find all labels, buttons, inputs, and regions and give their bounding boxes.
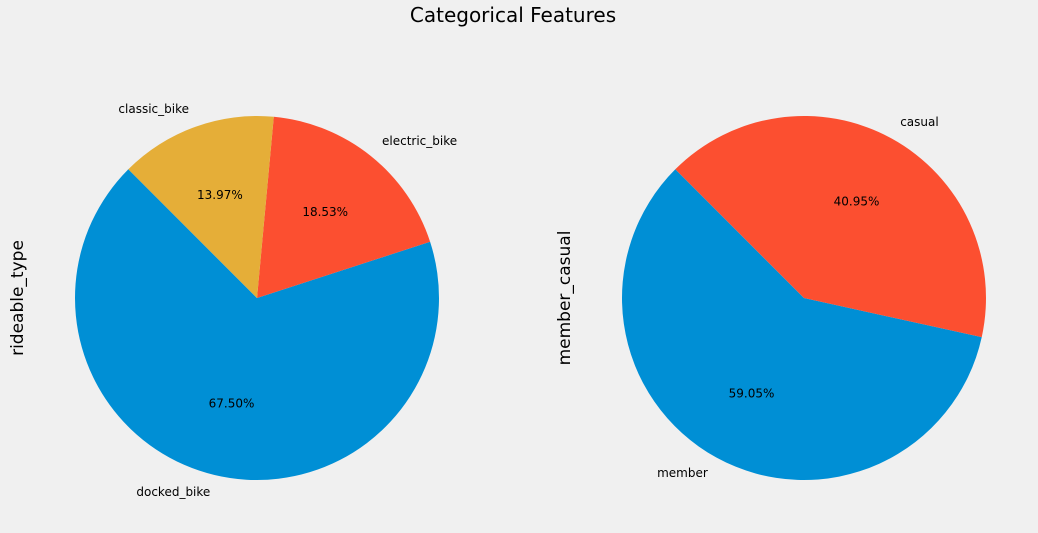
slice-label-member: member — [657, 466, 708, 480]
pie-chart-rideable-type: rideable_type docked_bike 67.50% electric_… — [8, 102, 457, 499]
slice-percent-member: 59.05% — [729, 386, 775, 400]
y-axis-label: rideable_type — [8, 240, 28, 356]
slice-label-casual: casual — [900, 115, 939, 129]
slice-label-electric-bike: electric_bike — [382, 134, 457, 148]
chart-title: Categorical Features — [410, 3, 616, 27]
pie-slice-docked-bike — [74, 169, 439, 481]
slice-percent-electric-bike: 18.53% — [302, 205, 348, 219]
pie-slice-electric-bike — [257, 116, 431, 298]
slice-label-docked-bike: docked_bike — [136, 485, 210, 499]
slice-percent-docked-bike: 67.50% — [209, 397, 255, 411]
y-axis-label: member_casual — [555, 231, 575, 366]
slice-percent-casual: 40.95% — [834, 195, 880, 209]
slice-label-classic-bike: classic_bike — [118, 102, 189, 116]
pie-chart-member-casual: member_casual member 59.05% casual 40.95% — [555, 115, 986, 480]
pie-slice-member — [621, 169, 982, 481]
slice-percent-classic-bike: 13.97% — [197, 188, 243, 202]
pie-slice-casual — [675, 116, 986, 338]
pie-slice-classic-bike — [128, 116, 274, 298]
